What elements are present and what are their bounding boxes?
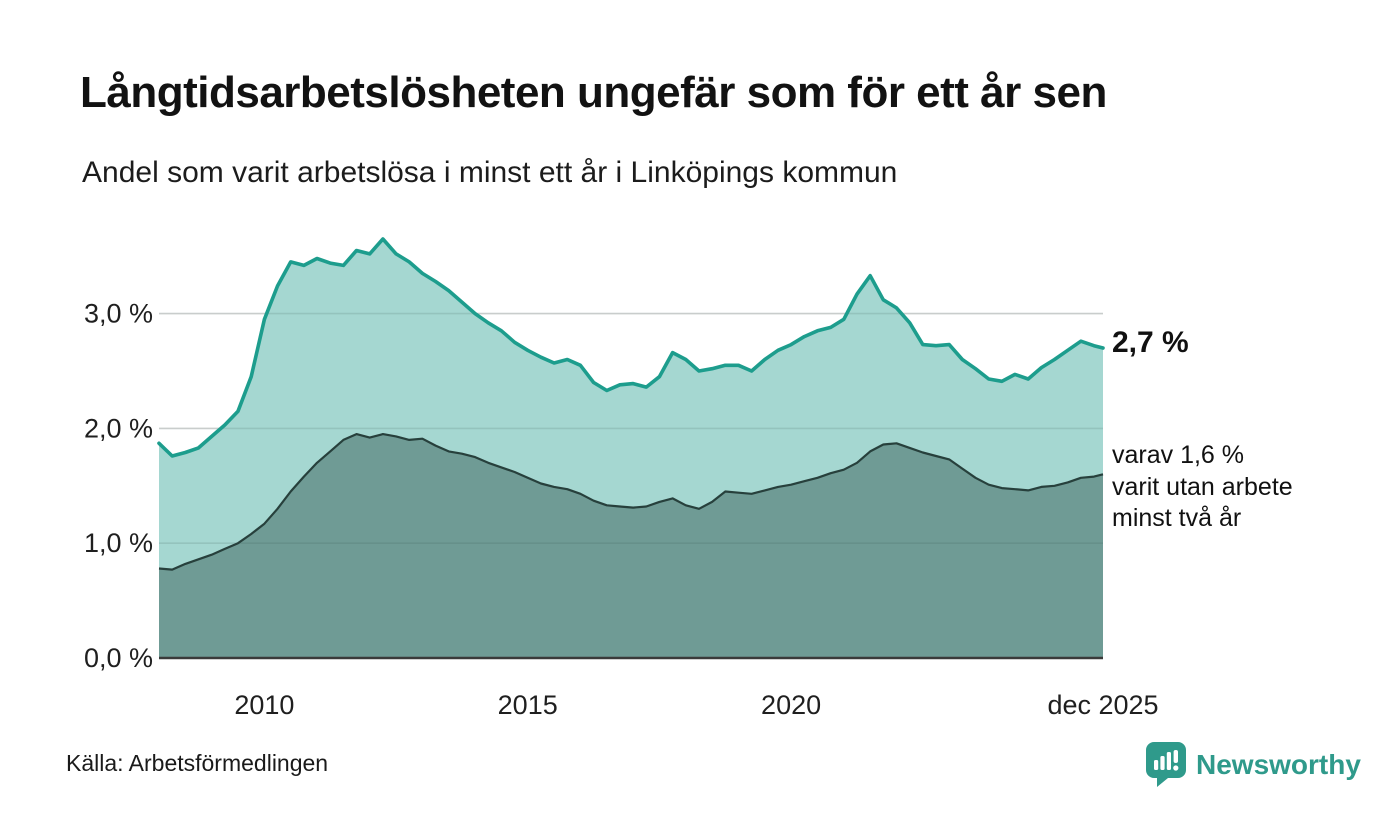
newsworthy-logo-icon [1145,741,1187,789]
svg-text:1,0 %: 1,0 % [84,528,153,558]
svg-text:0,0 %: 0,0 % [84,643,153,673]
newsworthy-brand-text: Newsworthy [1196,749,1361,780]
svg-text:2020: 2020 [761,690,821,720]
source-note: Källa: Arbetsförmedlingen [66,750,329,776]
subseries-label-line: minst två år [1112,504,1242,532]
chart-subtitle: Andel som varit arbetslösa i minst ett å… [82,156,898,189]
svg-text:dec 2025: dec 2025 [1047,690,1158,720]
svg-text:3,0 %: 3,0 % [84,299,153,329]
svg-text:2015: 2015 [498,690,558,720]
subseries-label-line: varav 1,6 % [1112,441,1245,469]
svg-text:2,0 %: 2,0 % [84,413,153,443]
latest-value-label: 2,7 % [1112,326,1189,359]
chart-title: Långtidsarbetslösheten ungefär som för e… [80,68,1107,117]
svg-text:2010: 2010 [234,690,294,720]
newsworthy-logo-link[interactable]: Newsworthy [1145,740,1361,790]
subseries-label-line: varit utan arbete [1112,472,1293,501]
subseries-value-label: varav 1,6 % varit utan arbete minst två … [1112,440,1293,535]
